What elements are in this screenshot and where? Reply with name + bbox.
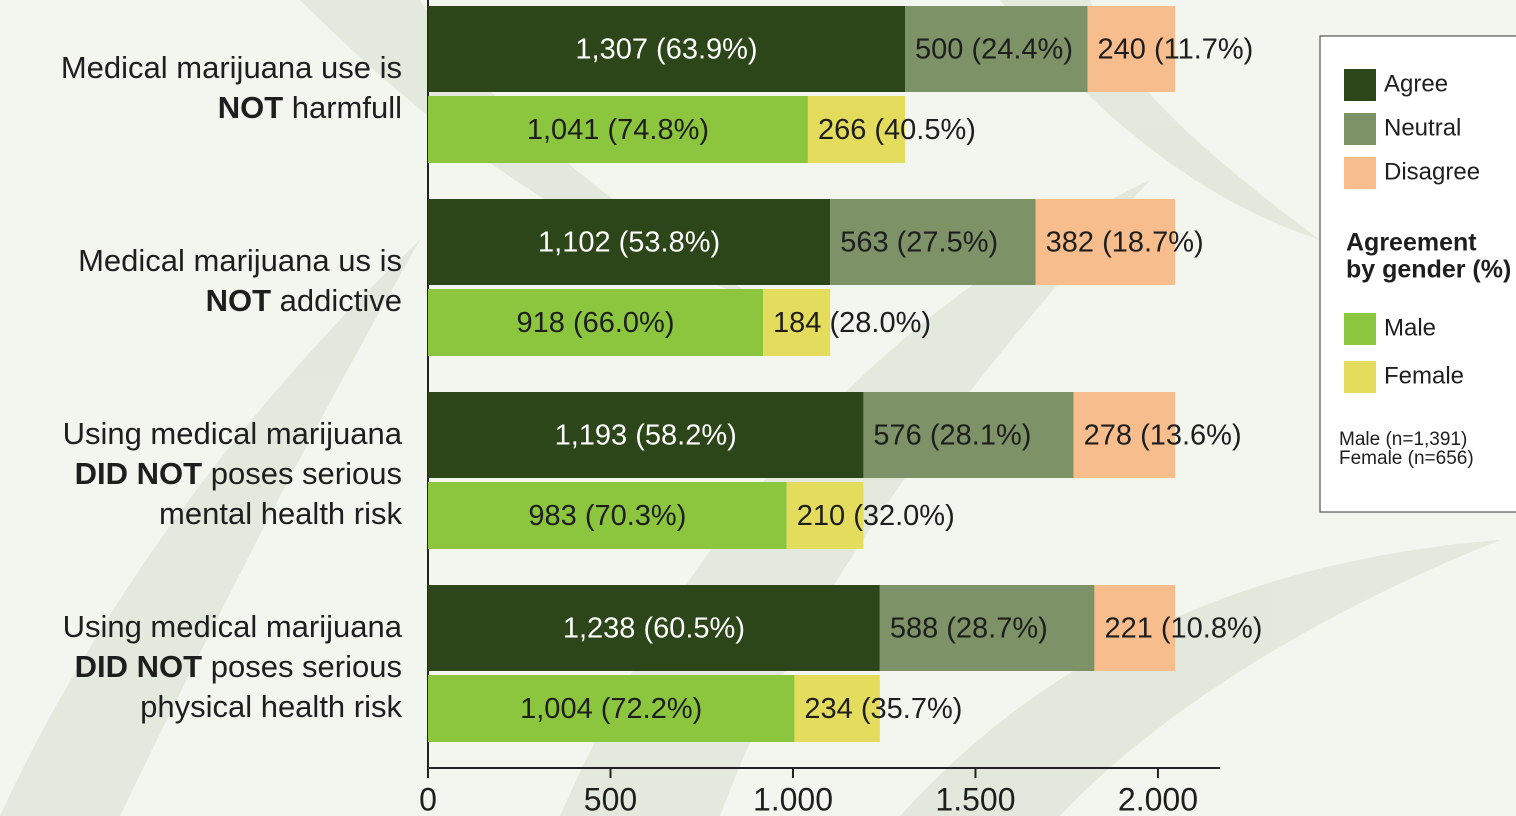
value-label: 382 (18.7%) — [1046, 227, 1204, 259]
value-label: 1,238 (60.5%) — [563, 613, 745, 645]
legend-title: by gender (%) — [1346, 256, 1511, 284]
value-label: 500 (24.4%) — [915, 34, 1073, 66]
page: {"chart_data": { "type": "bar", "orienta… — [0, 0, 1516, 816]
legend-swatch — [1344, 69, 1376, 101]
value-label: 1,041 (74.8%) — [527, 114, 709, 146]
category-label: DID NOT poses serious — [75, 649, 402, 684]
category-label-part: Medical marijuana us is — [78, 243, 402, 278]
value-label: 918 (66.0%) — [517, 307, 675, 339]
legend-swatch — [1344, 361, 1376, 393]
category-label: Using medical marijuana — [63, 609, 403, 644]
category-label-part: mental health risk — [159, 496, 402, 531]
legend-label: Disagree — [1384, 158, 1480, 185]
category-label-part: addictive — [271, 283, 402, 318]
value-label: 266 (40.5%) — [818, 114, 976, 146]
value-label: 210 (32.0%) — [797, 500, 955, 532]
legend-label: Agree — [1384, 70, 1448, 97]
category-label-part: poses serious — [202, 456, 402, 491]
value-label: 1,307 (63.9%) — [575, 34, 757, 66]
category-label: NOT harmfull — [218, 90, 402, 125]
legend-swatch — [1344, 157, 1376, 189]
legend-swatch — [1344, 113, 1376, 145]
value-label: 563 (27.5%) — [840, 227, 998, 259]
chart: 0 500 1.000 1.500 2.000 Medical marijuana use… — [0, 0, 1516, 816]
category-label-part: DID NOT — [75, 649, 203, 684]
category-label-part: poses serious — [202, 649, 402, 684]
category-label: Medical marijuana use is — [61, 50, 402, 85]
x-tick-label: 500 — [584, 781, 637, 816]
category-label: physical health risk — [140, 689, 402, 724]
value-label: 1,102 (53.8%) — [538, 227, 720, 259]
category-label-part: NOT — [218, 90, 284, 125]
value-label: 1,004 (72.2%) — [520, 693, 702, 725]
x-tick-label: 2.000 — [1118, 781, 1198, 816]
value-label: 240 (11.7%) — [1098, 34, 1254, 66]
value-label: 278 (13.6%) — [1084, 420, 1242, 452]
category-label-part: harmfull — [283, 90, 402, 125]
x-tick-label: 1.500 — [935, 781, 1015, 816]
category-label-part: Using medical marijuana — [63, 416, 403, 451]
value-label: 184 (28.0%) — [773, 307, 931, 339]
category-label: Medical marijuana us is — [78, 243, 402, 278]
category-label-part: DID NOT — [75, 456, 203, 491]
category-label: NOT addictive — [206, 283, 402, 318]
legend-label: Female — [1384, 362, 1464, 389]
category-label: Using medical marijuana — [63, 416, 403, 451]
legend-note: Male (n=1,391) — [1339, 429, 1467, 450]
value-label: 576 (28.1%) — [873, 420, 1031, 452]
legend-label: Male — [1384, 314, 1436, 341]
x-tick-label: 0 — [419, 781, 437, 816]
category-label-part: physical health risk — [140, 689, 402, 724]
category-label: DID NOT poses serious — [75, 456, 402, 491]
legend-title: Agreement — [1346, 229, 1477, 257]
value-label: 221 (10.8%) — [1104, 613, 1262, 645]
value-label: 983 (70.3%) — [528, 500, 686, 532]
x-tick-label: 1.000 — [753, 781, 833, 816]
category-label-part: Using medical marijuana — [63, 609, 403, 644]
category-label: mental health risk — [159, 496, 402, 531]
value-label: 234 (35.7%) — [804, 693, 962, 725]
category-label-part: Medical marijuana use is — [61, 50, 402, 85]
legend-note: Female (n=656) — [1339, 448, 1474, 469]
legend-label: Neutral — [1384, 114, 1461, 141]
value-label: 1,193 (58.2%) — [555, 420, 737, 452]
legend-swatch — [1344, 313, 1376, 345]
category-label-part: NOT — [206, 283, 272, 318]
value-label: 588 (28.7%) — [890, 613, 1048, 645]
